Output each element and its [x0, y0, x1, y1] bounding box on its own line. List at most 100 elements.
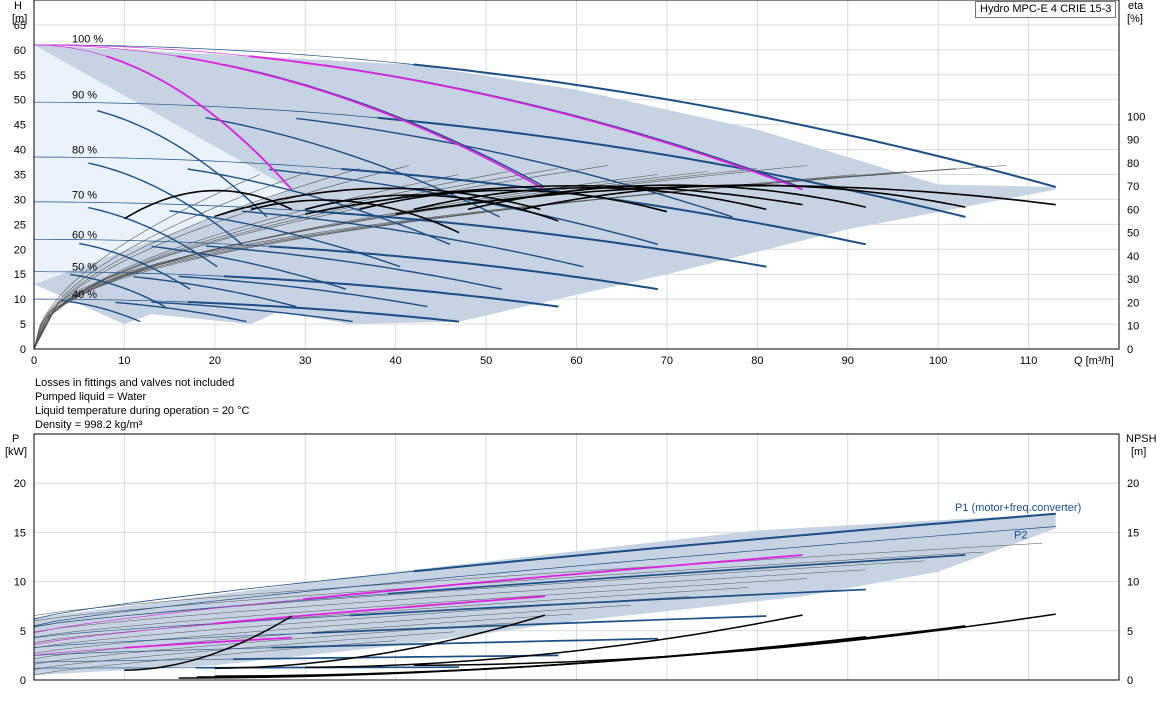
p2-label: P2 — [1014, 529, 1027, 541]
qh-stage-curve — [178, 275, 428, 308]
qh-stage-curve — [187, 168, 451, 245]
speed-label: 50 % — [72, 262, 97, 274]
power-frame — [33, 433, 1120, 681]
p1-curve-max — [413, 512, 1056, 573]
qh-system-curve — [33, 174, 460, 350]
speed-label: 80 % — [72, 145, 97, 157]
note-density: Density = 998.2 kg/m³ — [35, 419, 143, 431]
p-tick-label: 0 — [20, 675, 26, 687]
npsh-axis-label: NPSH — [1126, 433, 1157, 445]
eta-tick-label: 0 — [1127, 344, 1133, 356]
h-tick-label: 35 — [14, 170, 26, 182]
qh-operating-envelope — [34, 44, 1056, 325]
qh-system-curve — [33, 171, 310, 350]
npsh-tick-label: 15 — [1127, 527, 1139, 539]
p2-curve — [33, 526, 1056, 627]
qh-system-curve — [33, 165, 609, 350]
h-tick-label: 0 — [20, 344, 26, 356]
speed-label: 90 % — [72, 90, 97, 102]
h-tick-label: 10 — [14, 294, 26, 306]
speed-label: 60 % — [72, 229, 97, 241]
eta-tick-label: 70 — [1127, 181, 1139, 193]
power-fan-curve — [33, 560, 925, 627]
qh-magenta-curve — [176, 55, 546, 191]
q-tick-label: 0 — [31, 355, 37, 367]
qh-stage-curve — [133, 276, 297, 308]
power-magenta-curve — [302, 554, 803, 601]
qh-speed-curve-max — [305, 209, 767, 268]
power-operating-envelope — [34, 513, 1056, 676]
h-tick-label: 15 — [14, 269, 26, 281]
qh-speed-curve-max — [223, 275, 559, 308]
eta-tick-label: 40 — [1127, 251, 1139, 263]
h-tick-label: 20 — [14, 244, 26, 256]
h-tick-label: 45 — [14, 120, 26, 132]
power-speed-curve-max — [312, 615, 767, 634]
qh-stage-curve — [70, 273, 166, 308]
qh-system-curve — [33, 168, 360, 350]
qh-axes: 0 5 10 15 20 25 30 35 40 45 50 55 60 65 0 10 20 30 40 50 60 7… — [12, 0, 1145, 367]
qh-stage-curve — [151, 301, 353, 323]
npsh-tick-label: 20 — [1127, 478, 1139, 490]
eta-tick-label: 20 — [1127, 297, 1139, 309]
eta-curve — [250, 199, 460, 234]
npsh-tick-label: 10 — [1127, 577, 1139, 589]
p-axis-label: P — [12, 433, 19, 445]
power-magenta-curve — [212, 595, 545, 625]
h-axis-label: H — [14, 0, 22, 12]
q-axis-label: Q [m³/h] — [1074, 355, 1114, 367]
qh-frame — [33, 0, 1120, 350]
qh-speed-curve-max — [377, 116, 966, 218]
npsh-curve — [305, 614, 803, 668]
power-curves: P1 (motor+freq.converter) P2 — [33, 502, 1081, 679]
eta-axis-label: eta — [1128, 0, 1144, 12]
power-fan-curve — [33, 613, 573, 660]
power-speed-curve-max — [387, 554, 966, 595]
npsh-curve — [214, 614, 546, 669]
power-speed-curve-max — [271, 637, 658, 649]
p-tick-label: 5 — [20, 626, 26, 638]
q-tick-label: 40 — [390, 355, 402, 367]
eta-curve — [413, 187, 767, 211]
qh-stage-curve — [241, 210, 584, 268]
p-tick-label: 10 — [14, 577, 26, 589]
chart-notes: Losses in fittings and valves not includ… — [35, 376, 249, 432]
eta-tick-label: 90 — [1127, 135, 1139, 147]
npsh-tick-label: 0 — [1127, 675, 1133, 687]
p1-label: P1 (motor+freq.converter) — [955, 502, 1081, 514]
qh-magenta-curve-thin — [34, 44, 250, 57]
power-fan-curve — [33, 551, 984, 622]
qh-stage-curve — [61, 299, 141, 323]
power-fan-curve — [33, 604, 631, 654]
power-fan-curve — [33, 542, 1043, 616]
q-tick-label: 50 — [480, 355, 492, 367]
speed-label: 70 % — [72, 189, 97, 201]
qh-stage-curve — [88, 162, 243, 245]
h-tick-label: 55 — [14, 70, 26, 82]
power-fan-curve — [33, 631, 455, 670]
eta-curve — [123, 189, 293, 220]
eta-tick-label: 10 — [1127, 321, 1139, 333]
qh-stage-curve — [296, 117, 733, 218]
h-tick-label: 60 — [14, 45, 26, 57]
p-tick-label: 20 — [14, 478, 26, 490]
model-label: Hydro MPC-E 4 CRIE 15-3 — [975, 1, 1117, 18]
qh-speed-curve-max — [413, 63, 1056, 188]
npsh-axis-unit: [m] — [1131, 446, 1146, 458]
qh-system-curve — [33, 165, 1007, 350]
h-axis-unit: [m] — [12, 13, 27, 25]
npsh-curve — [178, 646, 767, 679]
qh-magenta-curve — [249, 55, 803, 191]
power-envelope-area — [34, 513, 1056, 676]
q-tick-label: 30 — [299, 355, 311, 367]
eta-curve — [467, 184, 866, 211]
qh-magenta-curve — [105, 55, 293, 191]
q-tick-label: 100 — [929, 355, 947, 367]
h-tick-label: 50 — [14, 95, 26, 107]
q-tick-label: 110 — [1020, 355, 1038, 367]
eta-tick-label: 30 — [1127, 274, 1139, 286]
eta-tick-label: 100 — [1127, 111, 1145, 123]
qh-stage-curve — [79, 242, 191, 290]
eta-curve — [522, 184, 966, 211]
